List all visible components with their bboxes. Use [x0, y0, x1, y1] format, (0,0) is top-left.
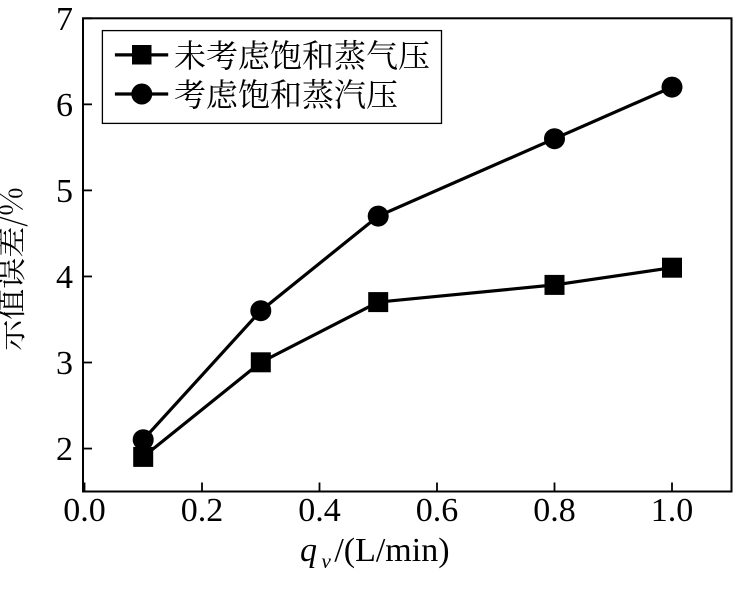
svg-text:0.2: 0.2: [181, 492, 224, 529]
svg-text:0.8: 0.8: [533, 492, 576, 529]
svg-text:1.0: 1.0: [651, 492, 694, 529]
svg-text:2: 2: [56, 431, 73, 468]
svg-text:0.6: 0.6: [416, 492, 459, 529]
svg-text:4: 4: [56, 259, 73, 296]
svg-text:6: 6: [56, 87, 73, 124]
svg-text:0.0: 0.0: [63, 492, 106, 529]
svg-text:q v /(L/min): q v /(L/min): [300, 532, 450, 576]
svg-text:考虑饱和蒸汽压: 考虑饱和蒸汽压: [174, 70, 398, 116]
svg-text:示值误差/%: 示值误差/%: [0, 187, 31, 351]
svg-text:7: 7: [56, 1, 73, 38]
svg-text:3: 3: [56, 345, 73, 382]
svg-text:5: 5: [56, 173, 73, 210]
svg-text:0.4: 0.4: [298, 492, 341, 529]
